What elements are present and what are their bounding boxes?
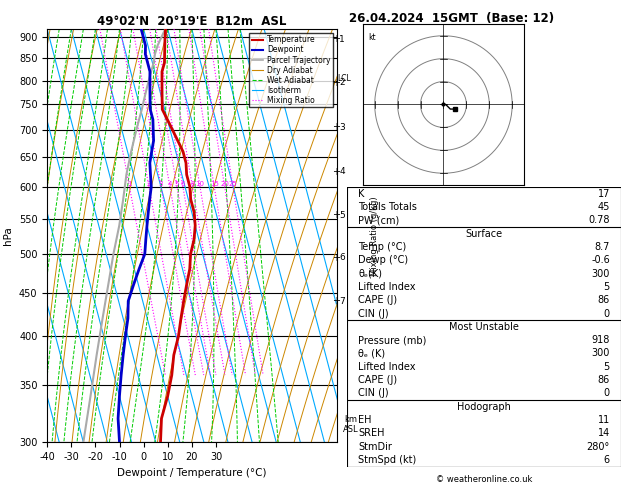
- Text: 20: 20: [220, 181, 229, 187]
- Text: 300: 300: [591, 269, 610, 278]
- Text: 4: 4: [340, 167, 345, 176]
- Text: 2: 2: [340, 79, 345, 87]
- Text: Temp (°C): Temp (°C): [358, 242, 406, 252]
- Text: +: +: [333, 167, 340, 177]
- Text: 3: 3: [340, 123, 345, 132]
- Text: 6: 6: [181, 181, 185, 187]
- Text: 14: 14: [598, 428, 610, 438]
- Text: 15: 15: [210, 181, 219, 187]
- Text: Pressure (mb): Pressure (mb): [358, 335, 426, 345]
- Text: +: +: [333, 253, 340, 262]
- Text: 86: 86: [598, 375, 610, 385]
- Text: Lifted Index: Lifted Index: [358, 282, 416, 292]
- Text: 17: 17: [598, 189, 610, 199]
- Text: θₑ(K): θₑ(K): [358, 269, 382, 278]
- Text: 8.7: 8.7: [594, 242, 610, 252]
- Text: +: +: [333, 296, 340, 306]
- Text: 6: 6: [604, 455, 610, 465]
- Text: CAPE (J): CAPE (J): [358, 375, 398, 385]
- Text: Hodograph: Hodograph: [457, 401, 511, 412]
- X-axis label: Dewpoint / Temperature (°C): Dewpoint / Temperature (°C): [117, 468, 267, 478]
- Text: km
ASL: km ASL: [343, 415, 359, 434]
- Text: kt: kt: [368, 34, 376, 42]
- Text: +: +: [333, 122, 340, 132]
- Text: 10: 10: [196, 181, 204, 187]
- Text: 3: 3: [159, 181, 164, 187]
- Text: SREH: SREH: [358, 428, 385, 438]
- Legend: Temperature, Dewpoint, Parcel Trajectory, Dry Adiabat, Wet Adiabat, Isotherm, Mi: Temperature, Dewpoint, Parcel Trajectory…: [249, 33, 333, 107]
- Text: +: +: [333, 210, 340, 221]
- Text: Dewp (°C): Dewp (°C): [358, 255, 408, 265]
- Text: Lifted Index: Lifted Index: [358, 362, 416, 372]
- Text: 0.78: 0.78: [588, 215, 610, 226]
- Text: 25: 25: [228, 181, 237, 187]
- Text: 1: 1: [127, 181, 131, 187]
- Text: 8: 8: [190, 181, 194, 187]
- Text: +: +: [333, 35, 340, 44]
- Text: -0.6: -0.6: [591, 255, 610, 265]
- Text: Most Unstable: Most Unstable: [449, 322, 519, 332]
- Text: 300: 300: [591, 348, 610, 359]
- Text: +: +: [333, 78, 340, 88]
- Text: K: K: [358, 189, 365, 199]
- Y-axis label: hPa: hPa: [3, 226, 13, 245]
- Text: StmSpd (kt): StmSpd (kt): [358, 455, 416, 465]
- Text: 5: 5: [175, 181, 179, 187]
- Text: Mixing Ratio (g/kg): Mixing Ratio (g/kg): [370, 196, 379, 276]
- Text: Totals Totals: Totals Totals: [358, 202, 417, 212]
- Text: 6: 6: [340, 253, 345, 262]
- Text: 7: 7: [340, 296, 345, 306]
- Text: EH: EH: [358, 415, 372, 425]
- Text: Surface: Surface: [465, 229, 503, 239]
- Text: 5: 5: [604, 362, 610, 372]
- Text: 0: 0: [604, 309, 610, 318]
- Text: CIN (J): CIN (J): [358, 388, 389, 399]
- Title: 49°02'N  20°19'E  B12m  ASL: 49°02'N 20°19'E B12m ASL: [97, 15, 287, 28]
- Text: 86: 86: [598, 295, 610, 305]
- Text: © weatheronline.co.uk: © weatheronline.co.uk: [436, 474, 533, 484]
- Text: 5: 5: [340, 211, 345, 220]
- Text: LCL: LCL: [337, 74, 351, 83]
- Text: 11: 11: [598, 415, 610, 425]
- Text: 280°: 280°: [587, 442, 610, 451]
- Text: 918: 918: [591, 335, 610, 345]
- Text: 1: 1: [340, 35, 345, 44]
- Text: 45: 45: [598, 202, 610, 212]
- Text: 26.04.2024  15GMT  (Base: 12): 26.04.2024 15GMT (Base: 12): [349, 12, 554, 25]
- Text: θₑ (K): θₑ (K): [358, 348, 386, 359]
- Text: 4: 4: [168, 181, 172, 187]
- Text: 5: 5: [604, 282, 610, 292]
- Text: PW (cm): PW (cm): [358, 215, 399, 226]
- Text: StmDir: StmDir: [358, 442, 392, 451]
- Text: CIN (J): CIN (J): [358, 309, 389, 318]
- Text: CAPE (J): CAPE (J): [358, 295, 398, 305]
- Text: 0: 0: [604, 388, 610, 399]
- Text: 2: 2: [147, 181, 151, 187]
